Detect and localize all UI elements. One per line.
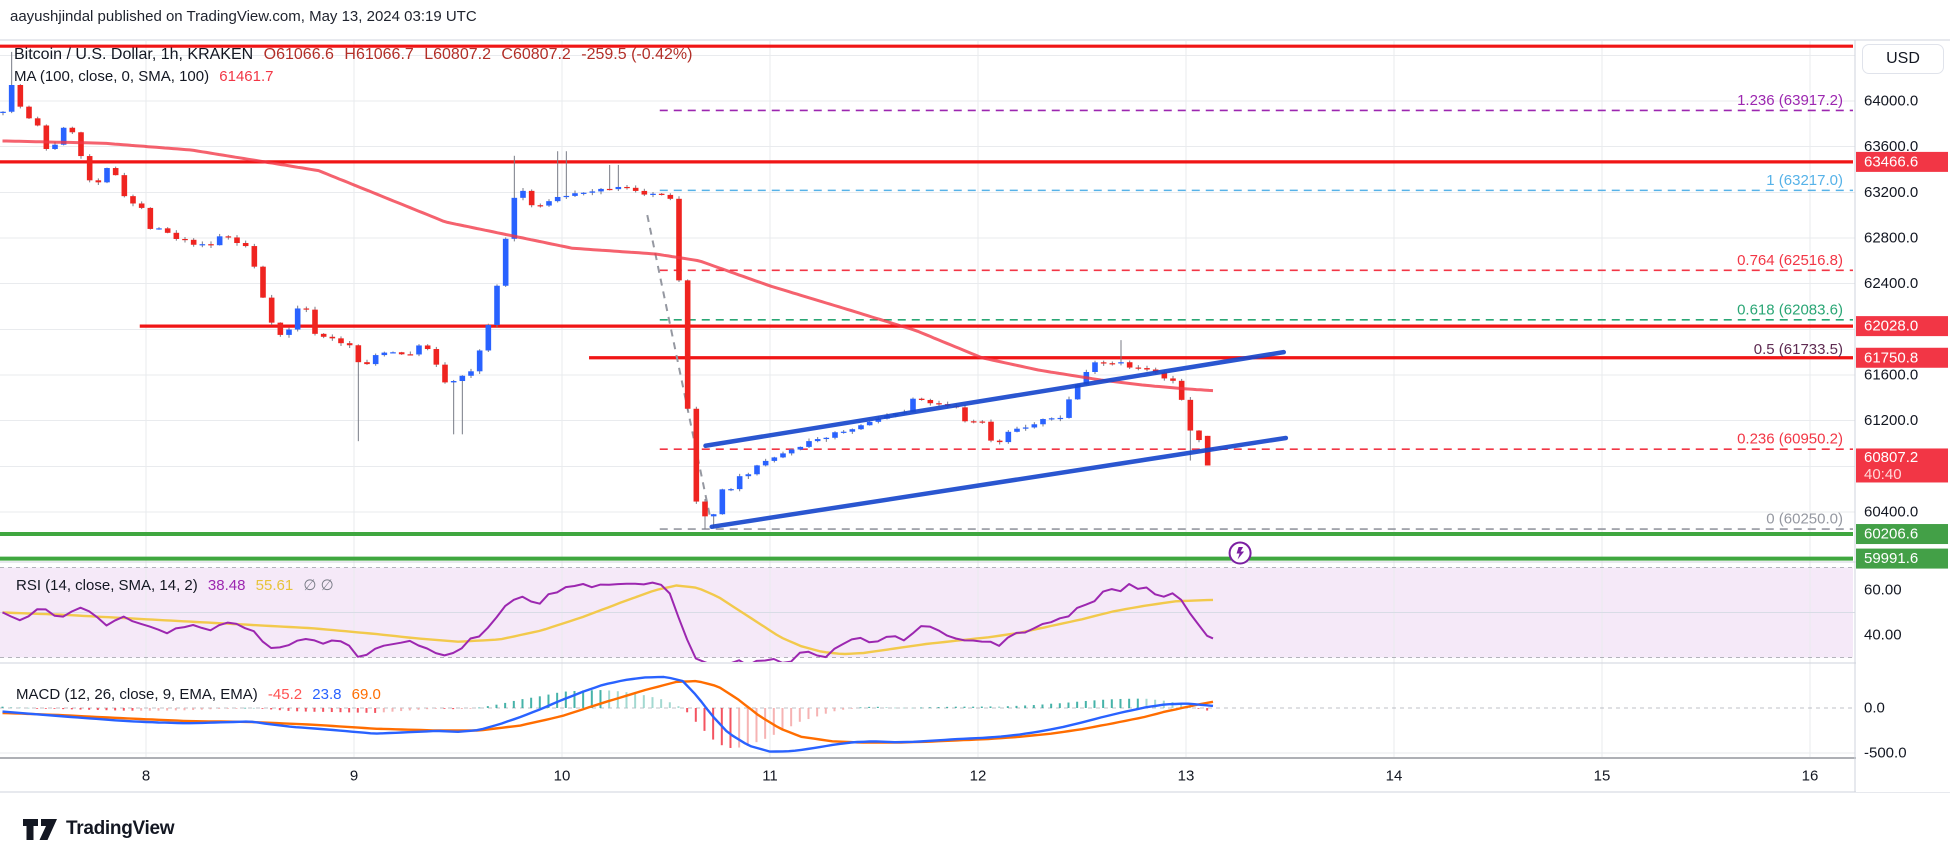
- macd-hist-value: -45.2: [267, 686, 303, 703]
- macd-signal-value: 69.0: [351, 686, 381, 703]
- fib-retracement-lines[interactable]: [659, 109, 1853, 530]
- svg-text:63600.0: 63600.0: [1864, 138, 1918, 155]
- price-tag: [1856, 548, 1948, 569]
- svg-text:10: 10: [554, 768, 571, 785]
- svg-text:64000.0: 64000.0: [1864, 93, 1918, 110]
- macd-line: [2, 675, 1214, 753]
- svg-text:0.0: 0.0: [1864, 700, 1885, 717]
- svg-text:14: 14: [1386, 768, 1403, 785]
- svg-text:60206.6: 60206.6: [1864, 526, 1918, 543]
- svg-text:1.236 (63917.2): 1.236 (63917.2): [1737, 92, 1843, 109]
- svg-text:61750.8: 61750.8: [1864, 349, 1918, 366]
- price-axis[interactable]: 64000.0 63600.0 63200.0 62800.0 62400.0 61600…: [1854, 40, 1950, 792]
- rsi-line: [2, 581, 1214, 662]
- price-tag: [1856, 347, 1948, 368]
- svg-text:9: 9: [350, 768, 358, 785]
- ma-100-line[interactable]: [2, 139, 1214, 393]
- rsi-legend[interactable]: RSI (14, close, SMA, 14, 2) 38.48 55.61 …: [16, 576, 340, 594]
- currency-button[interactable]: USD: [1862, 44, 1944, 74]
- svg-text:0.236 (60950.2): 0.236 (60950.2): [1737, 431, 1843, 448]
- rsi-pane[interactable]: [0, 567, 1853, 667]
- svg-text:16: 16: [1802, 768, 1819, 785]
- fib-labels: 1.236 (63917.2) 1 (63217.0) 0.764 (62516.8…: [1737, 92, 1843, 528]
- svg-text:-500.0: -500.0: [1864, 745, 1907, 762]
- macd-legend[interactable]: MACD (12, 26, close, 9, EMA, EMA) -45.2 …: [16, 686, 387, 703]
- ma-value: 61461.7: [219, 68, 274, 85]
- svg-text:62400.0: 62400.0: [1864, 275, 1918, 292]
- macd-signal-line: [2, 679, 1214, 744]
- svg-text:12: 12: [970, 768, 987, 785]
- svg-text:11: 11: [762, 768, 778, 785]
- rsi-label: RSI (14, close, SMA, 14, 2): [16, 577, 198, 594]
- price-tag: [1856, 448, 1948, 483]
- svg-text:1 (63217.0): 1 (63217.0): [1766, 172, 1843, 189]
- rsi-sma-line: [2, 584, 1214, 656]
- rsi-extra-values: ∅ ∅: [303, 577, 334, 594]
- ma-legend[interactable]: MA (100, close, 0, SMA, 100) 61461.7: [14, 68, 280, 85]
- svg-text:0 (60250.0): 0 (60250.0): [1766, 511, 1843, 528]
- time-axis[interactable]: 8 9 10 11 12 13 14 15 16: [142, 768, 1819, 785]
- svg-text:40.00: 40.00: [1864, 627, 1902, 644]
- svg-text:15: 15: [1594, 768, 1611, 785]
- tradingview-logo[interactable]: TradingView: [22, 812, 175, 846]
- symbol-legend[interactable]: Bitcoin / U.S. Dollar, 1h, KRAKEN O61066…: [14, 46, 698, 64]
- alert-lightning-icon[interactable]: [1228, 541, 1252, 565]
- pane-separators[interactable]: [0, 39, 1950, 793]
- svg-text:61600.0: 61600.0: [1864, 366, 1918, 383]
- change-value: -259.5 (-0.42%): [581, 46, 693, 63]
- svg-text:8: 8: [142, 768, 150, 785]
- ohlc-close: C60807.2: [501, 46, 571, 63]
- symbol-title: Bitcoin / U.S. Dollar, 1h, KRAKEN: [14, 46, 254, 63]
- price-tag: [1856, 316, 1948, 337]
- svg-text:0.5 (61733.5): 0.5 (61733.5): [1754, 341, 1843, 358]
- tradingview-icon: [23, 819, 57, 840]
- support-resistance-lines[interactable]: [0, 44, 1853, 561]
- svg-text:63200.0: 63200.0: [1864, 184, 1918, 201]
- ohlc-high: H61066.7: [344, 46, 414, 63]
- rsi-sma-value: 55.61: [255, 577, 294, 594]
- svg-text:60.00: 60.00: [1864, 582, 1902, 599]
- svg-text:62800.0: 62800.0: [1864, 229, 1918, 246]
- svg-text:63466.6: 63466.6: [1864, 153, 1918, 170]
- ohlc-low: L60807.2: [424, 46, 491, 63]
- price-tag: [1856, 151, 1948, 172]
- svg-text:59991.6: 59991.6: [1864, 550, 1918, 567]
- candlestick-series[interactable]: [0, 51, 1211, 530]
- price-tag: [1856, 524, 1948, 545]
- macd-pane[interactable]: [0, 675, 1853, 753]
- svg-text:62028.0: 62028.0: [1864, 318, 1918, 335]
- tradingview-wordmark: TradingView: [66, 818, 175, 839]
- svg-text:60400.0: 60400.0: [1864, 503, 1918, 520]
- macd-label: MACD (12, 26, close, 9, EMA, EMA): [16, 686, 258, 703]
- rsi-value: 38.48: [207, 577, 246, 594]
- svg-text:13: 13: [1178, 768, 1195, 785]
- svg-text:40:40: 40:40: [1864, 466, 1902, 483]
- svg-text:61200.0: 61200.0: [1864, 412, 1918, 429]
- svg-text:0.618 (62083.6): 0.618 (62083.6): [1737, 301, 1843, 318]
- ma-label: MA (100, close, 0, SMA, 100): [14, 68, 210, 85]
- macd-value: 23.8: [312, 686, 342, 703]
- attribution-text: aayushjindal published on TradingView.co…: [10, 8, 477, 25]
- svg-text:60807.2: 60807.2: [1864, 449, 1918, 466]
- ohlc-open: O61066.6: [263, 46, 334, 63]
- chart-root: 1.236 (63917.2) 1 (63217.0) 0.764 (62516.8…: [0, 39, 1950, 793]
- svg-text:0.764 (62516.8): 0.764 (62516.8): [1737, 252, 1843, 269]
- ascending-channel-lines[interactable]: [703, 349, 1289, 530]
